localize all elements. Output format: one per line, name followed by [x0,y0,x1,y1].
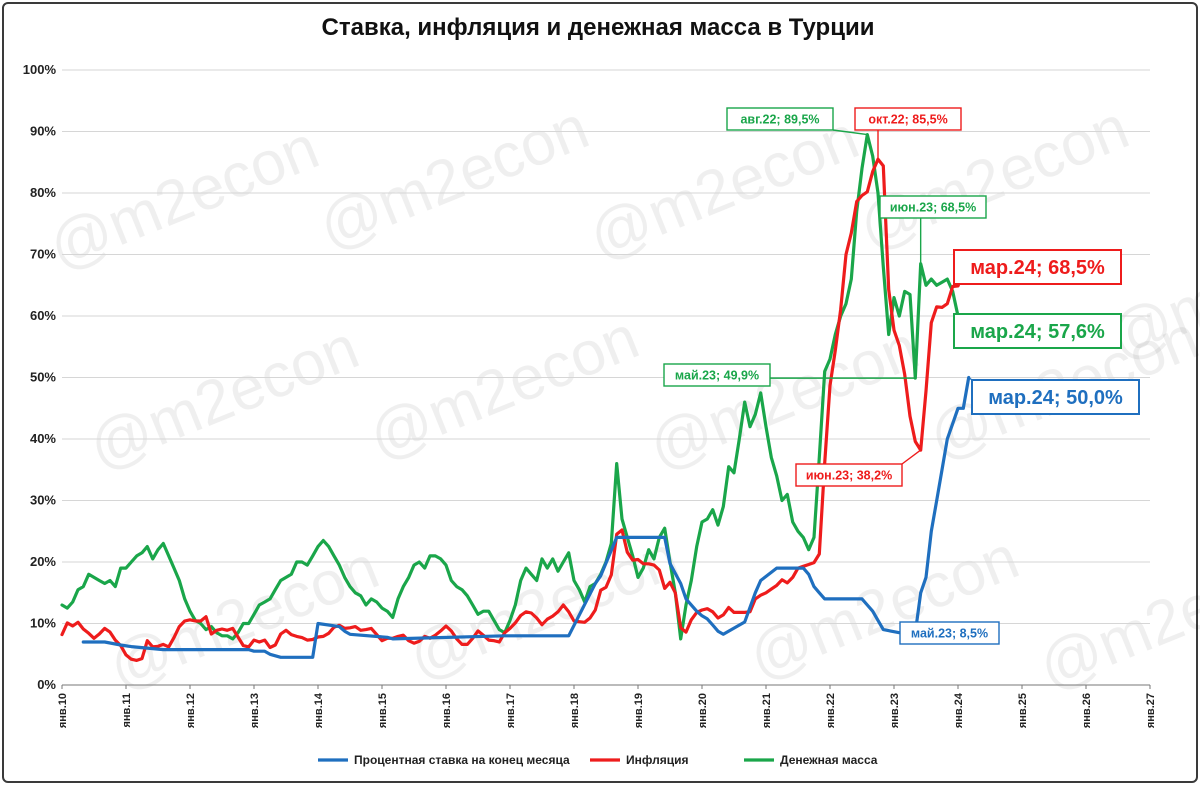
watermark-text: @m2econ [79,313,368,483]
y-tick-label: 90% [30,124,56,139]
annotation-label: июн.23; 38,2% [806,469,892,483]
x-tick-label: янв.21 [761,693,773,728]
annotation-box [663,363,771,387]
x-tick-label: янв.26 [1081,693,1093,728]
y-tick-label: 30% [30,493,56,508]
y-tick-label: 10% [30,616,56,631]
annotation-box [899,621,1000,645]
x-tick-label: янв.11 [121,693,133,728]
annotation-label: окт.22; 85,5% [868,113,947,127]
annotation-box [879,195,987,219]
annotation-box [726,107,834,131]
watermark-text: @m2econ [39,113,328,283]
series-line [81,375,971,659]
x-tick-label: янв.19 [633,693,645,728]
annotation-box [854,107,962,131]
watermark-text: @m2econ [359,303,648,473]
annotation-layer: авг.22; 89,5% окт.22; 85,5% июн.23; 68,5% м… [663,107,1140,645]
y-tick-label: 40% [30,431,56,446]
legend: Процентная ставка на конец месяца Инфляци… [318,753,878,767]
x-tick-label: янв.22 [825,693,837,728]
y-tick-label: 20% [30,554,56,569]
x-tick-label: янв.14 [313,692,325,728]
annotation-box [953,249,1122,285]
x-axis-ticks: янв.10 янв.11 янв.12 янв.13 янв.14 янв.15 янв.… [57,685,1157,728]
y-tick-label: 80% [30,185,56,200]
x-tick-label: янв.23 [889,693,901,728]
watermark-text: @m2econ [639,313,928,483]
legend-label: Процентная ставка на конец месяца [354,753,570,767]
chart-title: Ставка, инфляция и денежная масса в Турц… [321,14,875,41]
annotation-label: май.23; 8,5% [911,627,988,641]
legend-label: Инфляция [626,753,688,767]
watermark-text: @m2econ [399,523,688,693]
annotation-box [795,463,903,487]
annotation-label: мар.24; 57,6% [970,321,1105,343]
y-tick-label: 0% [37,677,56,692]
x-tick-label: янв.20 [697,693,709,728]
x-tick-label: янв.17 [505,693,517,728]
annotation-leader [901,449,922,465]
x-tick-label: янв.10 [57,693,69,728]
annotation-label: авг.22; 89,5% [740,113,819,127]
series-line [60,157,971,662]
x-tick-label: янв.15 [377,693,389,728]
x-tick-label: янв.24 [953,692,965,728]
annotation-label: мар.24; 50,0% [988,387,1123,409]
x-tick-label: янв.27 [1145,693,1157,728]
x-tick-label: янв.25 [1017,693,1029,728]
y-axis-ticks: 0% 10% 20% 30% 40% 50% 60% 70% 80% 90% 100% [23,62,57,692]
x-tick-label: янв.18 [569,693,581,728]
y-tick-label: 60% [30,308,56,323]
x-tick-label: янв.13 [249,693,261,728]
legend-label: Денежная масса [780,753,878,767]
watermark-text: @m2econ [739,523,1028,693]
annotation-label: июн.23; 68,5% [890,201,976,215]
y-tick-label: 70% [30,247,56,262]
watermark-text: @m2econ [99,533,388,703]
annotation-label: мар.24; 68,5% [970,257,1105,279]
watermark-text: @m2econ [309,93,598,263]
annotation-box [971,379,1140,415]
x-tick-label: янв.16 [441,693,453,728]
y-tick-label: 50% [30,370,56,385]
annotation-leader [832,129,868,136]
annotation-box [953,313,1122,349]
annotation-label: май.23; 49,9% [675,369,759,383]
watermark-text: @m2econ [1029,533,1200,703]
y-tick-label: 100% [23,62,57,77]
x-tick-label: янв.12 [185,693,197,728]
